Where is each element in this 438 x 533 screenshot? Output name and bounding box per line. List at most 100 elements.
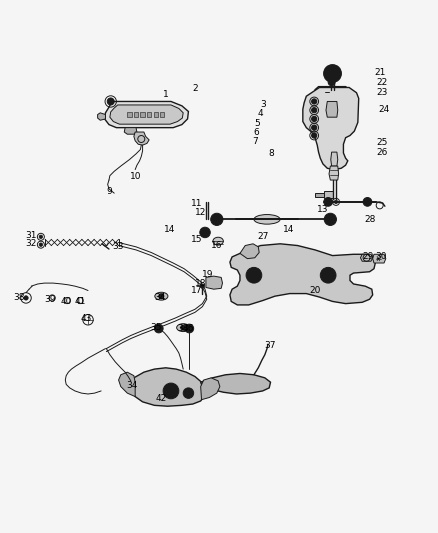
Circle shape [154, 324, 163, 333]
Circle shape [363, 198, 372, 206]
Polygon shape [105, 101, 188, 128]
Circle shape [167, 387, 174, 394]
Polygon shape [134, 132, 149, 145]
Polygon shape [160, 111, 164, 117]
Text: 7: 7 [252, 137, 258, 146]
Polygon shape [153, 111, 158, 117]
Text: 43: 43 [80, 314, 92, 324]
Ellipse shape [177, 324, 190, 332]
Text: 13: 13 [317, 205, 328, 214]
Text: 41: 41 [74, 297, 86, 306]
Circle shape [200, 284, 205, 288]
Circle shape [159, 294, 164, 299]
Text: 2: 2 [192, 84, 198, 93]
Circle shape [250, 271, 258, 280]
Text: 39: 39 [44, 295, 55, 304]
Polygon shape [230, 244, 375, 305]
Text: 12: 12 [195, 208, 206, 217]
Polygon shape [201, 374, 271, 394]
Polygon shape [127, 111, 132, 117]
Text: 19: 19 [202, 270, 214, 279]
Circle shape [246, 268, 262, 283]
Circle shape [128, 383, 134, 388]
Text: 32: 32 [25, 239, 37, 248]
Circle shape [200, 227, 210, 238]
Text: 33: 33 [112, 243, 124, 252]
Text: 16: 16 [211, 241, 223, 250]
Polygon shape [315, 87, 349, 97]
Text: 1: 1 [163, 90, 169, 99]
Text: 26: 26 [377, 148, 388, 157]
Ellipse shape [254, 215, 280, 224]
Text: 14: 14 [283, 225, 294, 234]
Circle shape [311, 99, 317, 104]
Polygon shape [110, 105, 183, 124]
Circle shape [311, 116, 317, 122]
Text: 37: 37 [265, 342, 276, 351]
Circle shape [334, 200, 338, 204]
Ellipse shape [213, 237, 223, 245]
Text: 31: 31 [25, 231, 37, 239]
Text: 34: 34 [154, 294, 166, 302]
Text: 4: 4 [258, 109, 263, 118]
Polygon shape [324, 191, 332, 198]
Text: 6: 6 [253, 127, 259, 136]
Polygon shape [315, 193, 324, 197]
Text: 10: 10 [130, 172, 142, 181]
Polygon shape [326, 101, 338, 117]
Text: 15: 15 [191, 235, 202, 244]
Text: 40: 40 [60, 297, 72, 306]
Text: 20: 20 [309, 286, 321, 295]
Circle shape [185, 324, 194, 333]
Text: 27: 27 [258, 232, 269, 241]
Polygon shape [134, 111, 138, 117]
Circle shape [24, 296, 28, 300]
Circle shape [183, 388, 194, 398]
Circle shape [328, 79, 335, 86]
Text: 21: 21 [375, 68, 386, 77]
Polygon shape [206, 276, 223, 289]
Polygon shape [329, 166, 339, 180]
Circle shape [324, 271, 332, 280]
Text: 42: 42 [156, 394, 167, 403]
Text: 34: 34 [177, 324, 189, 333]
Text: 23: 23 [377, 88, 388, 97]
Text: 3: 3 [260, 100, 265, 109]
Text: 17: 17 [191, 286, 202, 295]
Circle shape [311, 125, 317, 130]
Text: 14: 14 [164, 225, 176, 234]
Text: 30: 30 [376, 253, 387, 261]
Text: 24: 24 [378, 105, 390, 114]
Text: 34: 34 [126, 381, 138, 390]
Circle shape [211, 213, 223, 225]
Circle shape [324, 65, 341, 82]
Text: 18: 18 [195, 279, 206, 288]
Ellipse shape [124, 381, 138, 389]
Text: 22: 22 [377, 78, 388, 87]
Circle shape [324, 213, 336, 225]
Polygon shape [98, 113, 106, 120]
Circle shape [212, 281, 216, 285]
Polygon shape [360, 254, 373, 261]
Text: 8: 8 [268, 149, 274, 158]
Circle shape [311, 108, 317, 113]
Polygon shape [132, 368, 205, 406]
Circle shape [311, 133, 317, 138]
Circle shape [324, 198, 332, 206]
Circle shape [39, 243, 42, 246]
Circle shape [180, 325, 186, 330]
Text: 9: 9 [106, 187, 112, 196]
Polygon shape [119, 372, 135, 397]
Circle shape [202, 230, 208, 235]
Text: 5: 5 [254, 119, 260, 128]
Polygon shape [303, 87, 359, 169]
Ellipse shape [155, 292, 168, 300]
Text: 25: 25 [377, 138, 388, 147]
Text: 11: 11 [191, 199, 202, 208]
Circle shape [320, 268, 336, 283]
Polygon shape [124, 128, 137, 134]
Circle shape [327, 216, 333, 222]
Text: 35: 35 [150, 323, 162, 332]
Circle shape [39, 235, 42, 239]
Circle shape [214, 216, 220, 222]
